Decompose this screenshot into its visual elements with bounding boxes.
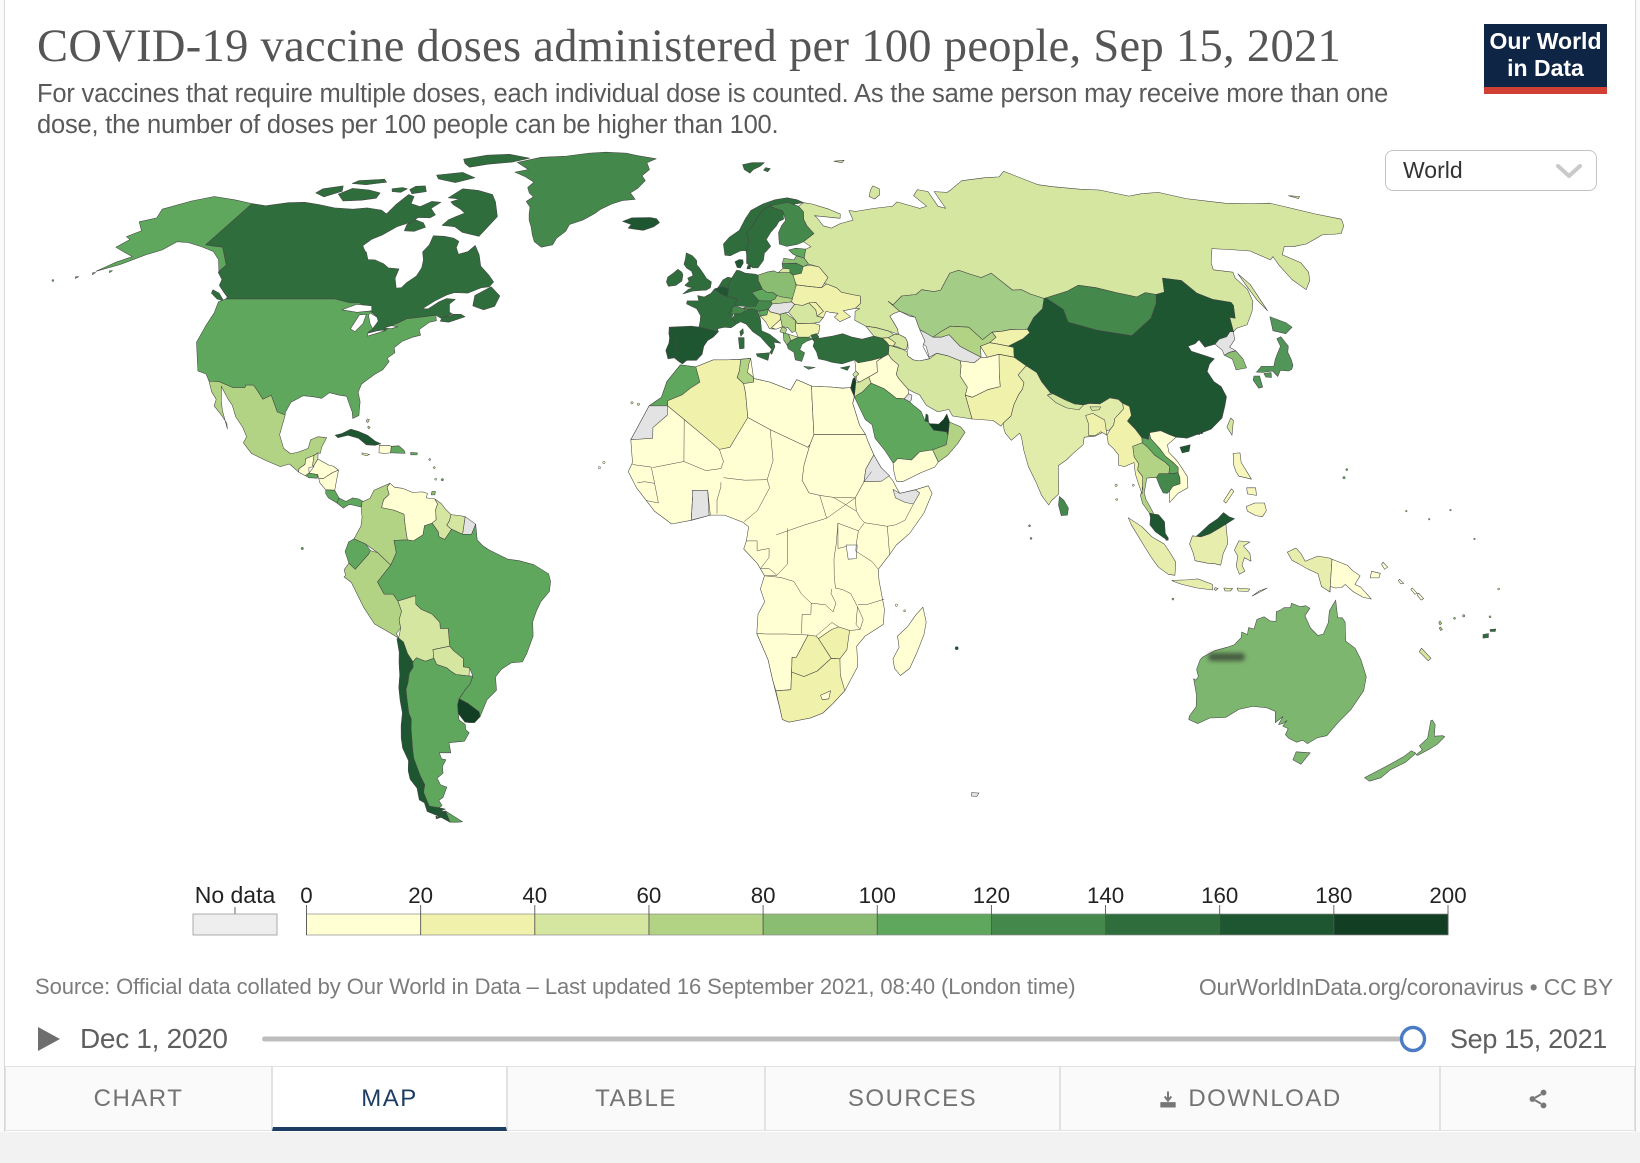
svg-text:200: 200 xyxy=(1429,883,1466,908)
svg-text:20: 20 xyxy=(408,883,433,908)
svg-text:100: 100 xyxy=(859,883,896,908)
svg-text:180: 180 xyxy=(1315,883,1352,908)
svg-text:160: 160 xyxy=(1201,883,1238,908)
svg-text:80: 80 xyxy=(751,883,776,908)
svg-text:40: 40 xyxy=(522,883,547,908)
svg-text:140: 140 xyxy=(1087,883,1124,908)
svg-text:60: 60 xyxy=(637,883,662,908)
svg-text:0: 0 xyxy=(300,883,312,908)
svg-text:No data: No data xyxy=(195,882,276,908)
svg-text:120: 120 xyxy=(973,883,1010,908)
